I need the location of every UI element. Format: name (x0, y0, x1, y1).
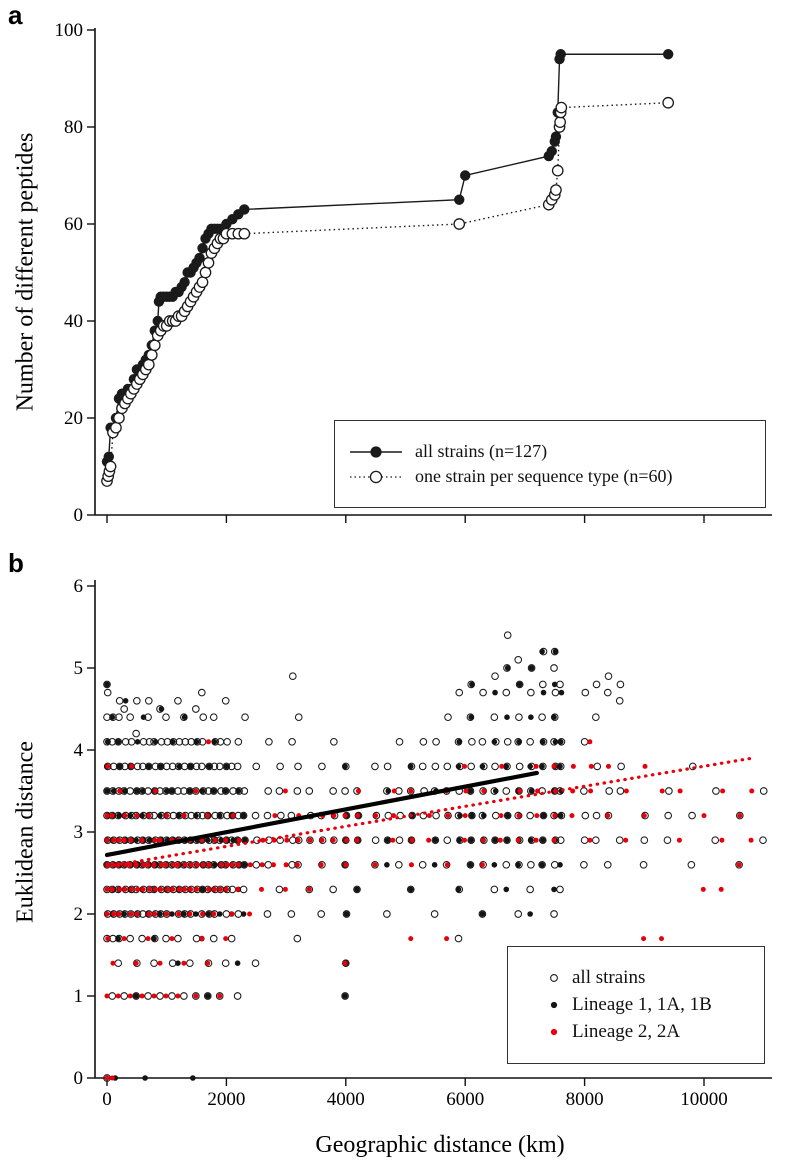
svg-text:80: 80 (64, 117, 83, 138)
svg-text:10000: 10000 (680, 1089, 728, 1110)
svg-text:3: 3 (74, 822, 84, 843)
panel-a-label: a (8, 0, 23, 30)
svg-text:5: 5 (74, 658, 84, 679)
panel-a-y-axis-title: Number of different peptides (12, 132, 39, 412)
legend-row-lineage-2: Lineage 2, 2A (520, 1021, 752, 1043)
legend-row-one-strain-per-st: one strain per sequence type (n=60) (347, 466, 753, 487)
svg-text:6000: 6000 (446, 1089, 484, 1110)
svg-text:6: 6 (74, 576, 84, 597)
legend-label-lineage-2: Lineage 2, 2A (572, 1021, 681, 1042)
svg-text:60: 60 (64, 214, 83, 235)
panel-b-plot: 0 1 2 3 4 5 6 0 2000 4000 6000 8000 10000 (74, 576, 772, 1110)
legend-label-all-strains-b: all strains (572, 967, 646, 988)
svg-text:0: 0 (74, 1068, 84, 1089)
panel-a-plot: 0 20 40 60 80 100 (55, 20, 772, 526)
svg-text:2: 2 (74, 904, 84, 925)
legend-row-all-strains-b: all strains (520, 967, 752, 989)
panel-b-x-axis-title: Geographic distance (km) (315, 1132, 565, 1158)
svg-text:8000: 8000 (566, 1089, 604, 1110)
svg-text:40: 40 (64, 311, 83, 332)
open-circle-dotted-line-marker (350, 470, 402, 483)
panel-b-label: b (8, 548, 24, 578)
open-circle-marker (550, 974, 558, 982)
legend-row-all-strains: all strains (n=127) (347, 441, 753, 462)
svg-text:2000: 2000 (207, 1089, 245, 1110)
svg-text:20: 20 (64, 408, 83, 429)
svg-text:0: 0 (74, 505, 84, 526)
legend-label-lineage-1: Lineage 1, 1A, 1B (572, 994, 712, 1015)
panel-b-legend: all strains Lineage 1, 1A, 1B Lineage 2,… (507, 946, 765, 1064)
red-dot-marker (550, 1028, 558, 1036)
filled-circle-line-marker (350, 445, 402, 458)
legend-row-lineage-1: Lineage 1, 1A, 1B (520, 994, 752, 1016)
svg-text:0: 0 (102, 1089, 112, 1110)
panel-a-legend: all strains (n=127) one strain per seque… (334, 420, 766, 508)
svg-text:4: 4 (74, 740, 84, 761)
svg-text:1: 1 (74, 986, 84, 1007)
legend-label-one-strain-per-sequence-type: one strain per sequence type (n=60) (415, 466, 673, 486)
svg-text:100: 100 (55, 20, 84, 41)
black-dot-marker (550, 1001, 558, 1009)
legend-label-all-strains-n127: all strains (n=127) (415, 441, 548, 461)
panel-b-y-axis-title: Euklidean distance (12, 741, 39, 923)
svg-text:4000: 4000 (327, 1089, 365, 1110)
